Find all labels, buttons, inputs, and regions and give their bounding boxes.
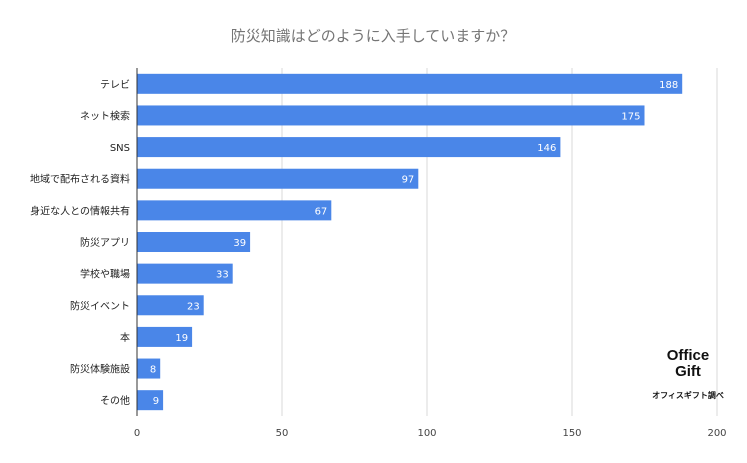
category-label: 本 <box>120 331 130 344</box>
bar <box>137 295 204 316</box>
x-tick-label: 100 <box>417 428 436 439</box>
bar <box>137 358 161 379</box>
x-tick-labels: 0 50 100 150 200 <box>134 428 727 439</box>
category-label: 地域で配布される資料 <box>30 173 130 186</box>
category-label: その他 <box>100 394 130 407</box>
value-label: 9 <box>153 396 159 407</box>
value-label: 188 <box>659 80 678 91</box>
category-label: ネット検索 <box>80 109 130 122</box>
x-tick-label: 150 <box>562 428 581 439</box>
value-label: 33 <box>216 270 229 281</box>
bar <box>137 73 683 94</box>
value-label: 23 <box>187 301 200 312</box>
value-label: 97 <box>402 175 415 186</box>
value-label: 19 <box>175 333 188 344</box>
bar <box>137 232 251 252</box>
value-label: 39 <box>233 238 246 249</box>
brand-line-2: Gift <box>675 363 701 380</box>
category-label: 身近な人との情報共有 <box>30 204 130 217</box>
bar <box>137 200 332 221</box>
category-label: 防災体験施設 <box>70 363 130 376</box>
bar <box>137 326 193 347</box>
chart-title: 防災知識はどのように入手していますか？ <box>231 27 516 45</box>
bar <box>137 168 419 189</box>
value-label: 67 <box>315 206 328 217</box>
category-label: テレビ <box>100 79 130 91</box>
value-labels: 188 175 146 97 67 39 33 23 19 8 9 <box>150 80 678 407</box>
bar <box>137 137 561 158</box>
bar <box>137 390 164 411</box>
value-label: 146 <box>537 143 556 154</box>
x-tick-label: 0 <box>134 428 140 439</box>
x-tick-label: 200 <box>707 428 726 439</box>
x-tick-label: 50 <box>276 428 289 439</box>
category-label: SNS <box>110 143 130 154</box>
value-label: 8 <box>150 365 156 376</box>
bar <box>137 263 233 284</box>
gridlines <box>281 68 718 416</box>
bars <box>137 73 683 411</box>
brand-line-1: Office <box>667 347 710 364</box>
brand-logo: Office Gift オフィスギフト調べ <box>652 347 724 400</box>
value-label: 175 <box>621 111 640 122</box>
bar <box>137 105 645 126</box>
category-label: 防災イベント <box>70 299 130 312</box>
category-label: 防災アプリ <box>80 236 130 249</box>
category-label: 学校や職場 <box>80 268 130 281</box>
brand-caption: オフィスギフト調べ <box>652 390 724 400</box>
